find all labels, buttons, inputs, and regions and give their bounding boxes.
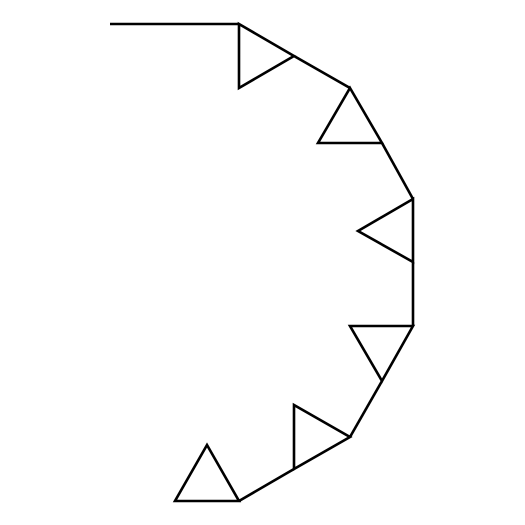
triangle-marker-6 (172, 442, 242, 503)
link-segment (380, 142, 415, 200)
triangle-marker-4 (347, 324, 416, 384)
triangle-marker-2 (315, 85, 385, 145)
triangle-marker-5 (292, 402, 353, 472)
link-segment (238, 467, 295, 503)
link-segment (293, 54, 351, 90)
link-segment (348, 380, 384, 438)
triangle-marker-3 (355, 196, 415, 265)
triangle-marker-1 (237, 21, 297, 91)
